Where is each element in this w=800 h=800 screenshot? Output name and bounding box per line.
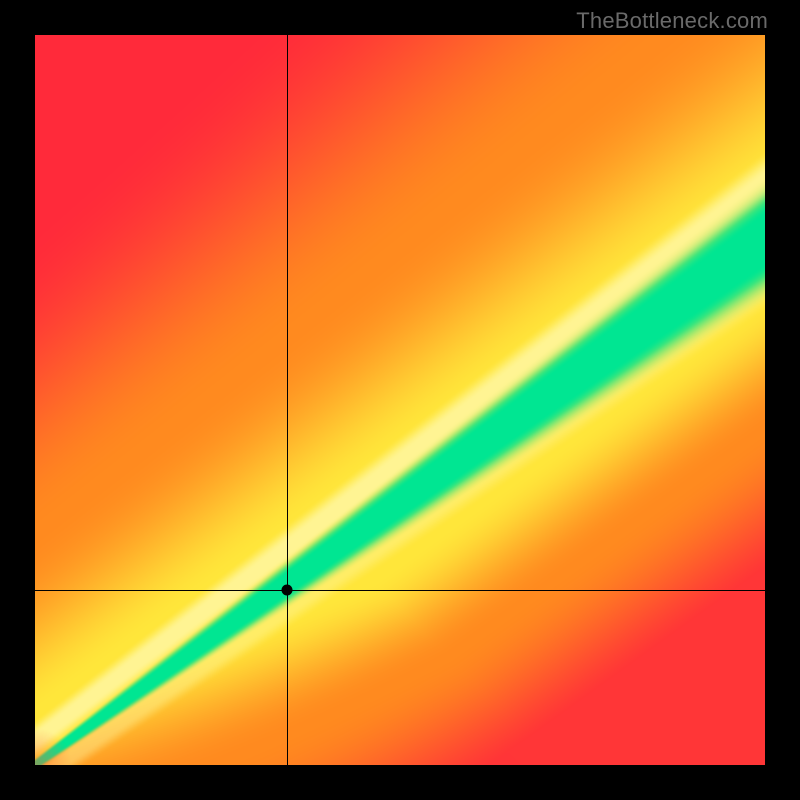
plot-area: [35, 35, 765, 765]
crosshair-vertical: [287, 35, 288, 765]
heatmap-canvas: [35, 35, 765, 765]
crosshair-point: [281, 584, 292, 595]
watermark-text: TheBottleneck.com: [576, 8, 768, 34]
crosshair-horizontal: [35, 590, 765, 591]
